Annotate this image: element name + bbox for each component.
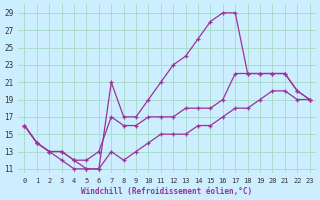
X-axis label: Windchill (Refroidissement éolien,°C): Windchill (Refroidissement éolien,°C) bbox=[82, 187, 252, 196]
